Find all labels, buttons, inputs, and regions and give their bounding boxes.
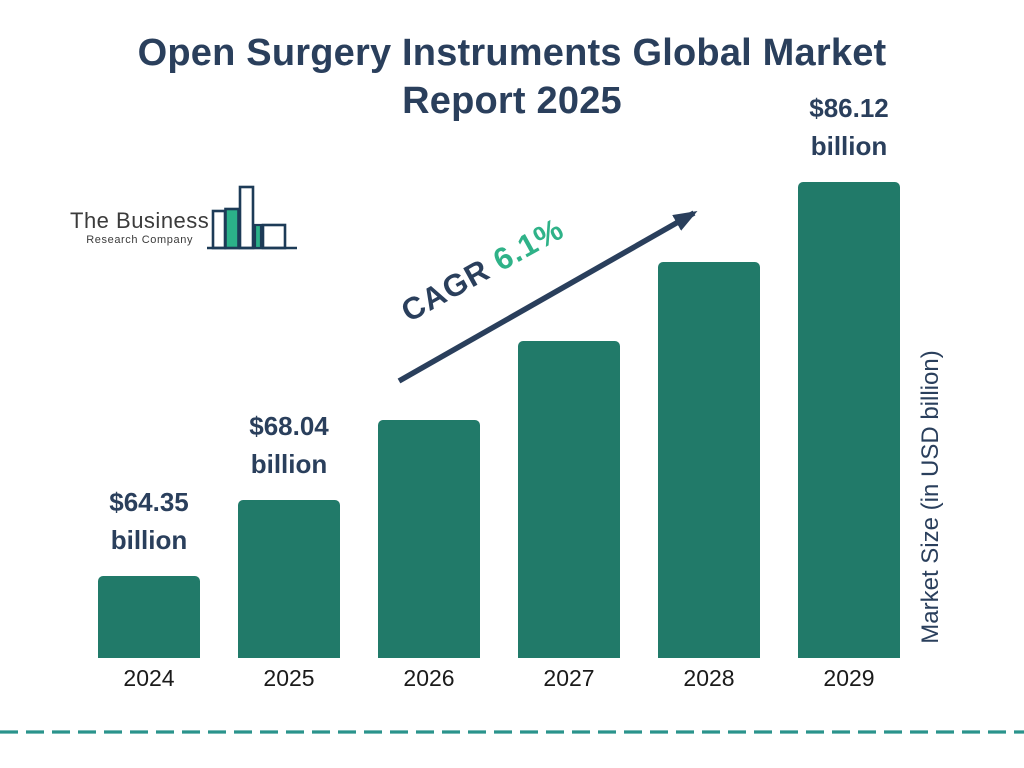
- value-amount: $64.35: [109, 487, 189, 517]
- value-amount: $86.12: [809, 93, 889, 123]
- bar-2027: [518, 341, 620, 658]
- x-axis-label-2027: 2027: [543, 665, 595, 691]
- value-label-2029: $86.12 billion: [768, 89, 930, 165]
- bar-2026: [378, 420, 480, 658]
- bar-2028: [658, 262, 760, 658]
- cagr-value: 6.1%: [487, 211, 570, 278]
- cagr-label: CAGR: [395, 252, 496, 329]
- y-axis-label: Market Size (in USD billion): [917, 350, 944, 644]
- x-axis-label-2025: 2025: [263, 665, 315, 691]
- value-label-2025: $68.04 billion: [208, 407, 370, 483]
- bar-2024: [98, 576, 200, 658]
- value-unit: billion: [250, 449, 328, 479]
- value-unit: billion: [810, 131, 888, 161]
- company-logo: The Business Research Company: [70, 182, 303, 250]
- x-axis-label-2026: 2026: [403, 665, 455, 691]
- value-amount: $68.04: [249, 411, 329, 441]
- page-title: Open Surgery Instruments Global Market R…: [137, 32, 887, 122]
- company-logo-text: The Business Research Company: [70, 210, 209, 250]
- x-axis-label-2029: 2029: [823, 665, 875, 691]
- x-axis-label-2028: 2028: [683, 665, 735, 691]
- logo-subname: Research Company: [86, 234, 194, 246]
- bar-2025: [238, 500, 340, 658]
- cagr-annotation: CAGR6.1%: [395, 187, 614, 330]
- logo-name: The Business: [70, 208, 210, 233]
- bottom-dashed-divider: [0, 730, 1024, 734]
- value-unit: billion: [110, 525, 188, 555]
- x-axis-label-2024: 2024: [123, 665, 175, 691]
- bar-chart-logo-icon: [207, 185, 298, 250]
- value-label-2024: $64.35 billion: [68, 483, 230, 559]
- bar-2029: [798, 182, 900, 658]
